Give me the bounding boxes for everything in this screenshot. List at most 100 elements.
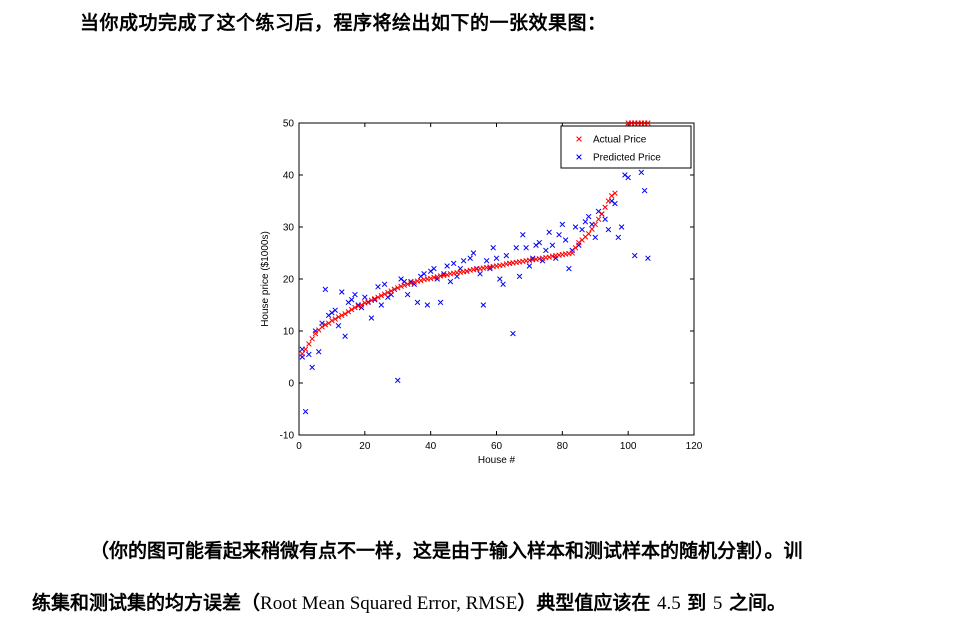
actual-price-point [408, 280, 414, 286]
predicted-price-point [381, 281, 388, 287]
actual-price-point [299, 351, 306, 357]
actual-price-point [365, 299, 371, 305]
predicted-price-point [375, 284, 381, 290]
predicted-price-point [497, 276, 503, 282]
legend-box [560, 125, 692, 169]
predicted-price-point [641, 187, 648, 194]
actual-price-point [645, 120, 651, 126]
actual-price-point [345, 309, 352, 315]
predicted-price-point [368, 315, 375, 321]
x-tick-label: 0 [296, 441, 302, 452]
x-tick-label: 80 [557, 441, 569, 452]
actual-price-point [500, 262, 506, 268]
predicted-price-point [335, 323, 342, 329]
actual-price-point [319, 324, 325, 330]
predicted-price-point [572, 224, 579, 230]
predicted-price-point [306, 351, 312, 358]
predicted-price-point [592, 234, 599, 241]
predicted-price-point [447, 278, 454, 285]
predicted-price-point [566, 265, 572, 272]
predicted-price-point [602, 216, 608, 222]
actual-price-point [322, 322, 329, 328]
predicted-price-point [352, 291, 358, 298]
actual-price-point [546, 254, 552, 260]
series-predicted [299, 169, 651, 415]
predicted-price-point [562, 237, 569, 243]
actual-price-point [362, 300, 368, 306]
predicted-price-point [477, 271, 483, 277]
x-tick-label: 100 [620, 441, 637, 452]
predicted-price-point [543, 247, 549, 254]
actual-price-point [434, 274, 441, 280]
actual-price-point [427, 275, 434, 282]
actual-price-point [329, 317, 335, 324]
actual-price-point [585, 231, 592, 237]
predicted-price-point [441, 271, 447, 277]
predicted-price-point [480, 302, 487, 308]
predicted-price-point [615, 234, 622, 241]
series-actual [299, 120, 651, 357]
predicted-price-point [500, 281, 506, 287]
actual-price-point [602, 204, 608, 210]
predicted-price-point [414, 299, 421, 306]
predicted-price-point [421, 271, 427, 277]
predicted-price-point [510, 330, 516, 337]
predicted-price-point [487, 265, 493, 272]
predicted-price-point [516, 273, 523, 280]
predicted-price-point [460, 258, 467, 264]
rmse-high-value: 5 [712, 593, 723, 614]
predicted-price-point [348, 297, 355, 303]
predicted-price-point [529, 255, 536, 261]
predicted-price-point [582, 219, 589, 225]
predicted-price-point [332, 307, 338, 313]
predicted-price-point [612, 200, 618, 207]
paragraph-line-2-pre: 练集和测试集的均方误差（ [32, 592, 261, 614]
predicted-price-point [536, 239, 543, 246]
x-axis-label: House # [478, 455, 516, 466]
actual-price-point [352, 304, 358, 311]
y-tick-label: 0 [288, 379, 294, 390]
legend-marker [576, 154, 582, 160]
actual-price-point [464, 268, 470, 274]
actual-price-point [381, 291, 388, 297]
paragraph-line-1: （你的图可能看起来稍微有点不一样，这是由于输入样本和测试样本的随机分割）。训 [90, 536, 803, 563]
actual-price-point [411, 279, 417, 285]
predicted-price-point [322, 286, 329, 293]
predicted-price-point [559, 221, 566, 228]
actual-price-point [355, 303, 362, 309]
legend-label: Predicted Price [593, 153, 661, 164]
predicted-price-point [362, 294, 368, 300]
y-tick-label: 30 [283, 223, 295, 234]
predicted-price-point [490, 245, 496, 251]
page-heading: 当你成功完成了这个练习后，程序将绘出如下的一张效果图： [80, 12, 607, 34]
paragraph-line-1-text: （你的图可能看起来稍微有点不一样，这是由于输入样本和测试样本的随机分割）。训 [90, 540, 803, 562]
predicted-price-point [645, 255, 651, 261]
legend-label: Actual Price [593, 135, 647, 146]
y-tick-label: 20 [283, 275, 295, 286]
predicted-price-point [526, 263, 533, 269]
predicted-price-point [493, 255, 500, 261]
actual-price-point [569, 250, 575, 256]
actual-price-point [348, 306, 355, 313]
predicted-price-point [483, 258, 490, 264]
predicted-price-point [638, 169, 645, 176]
actual-price-point [572, 245, 579, 251]
predicted-price-point [546, 229, 552, 235]
predicted-price-point [394, 377, 401, 384]
paragraph-line-2-mid2: 到 [680, 592, 713, 614]
actual-price-point [592, 221, 599, 228]
actual-price-point [342, 311, 348, 317]
actual-price-point [612, 190, 618, 196]
paragraph-line-2-post: 之间。 [722, 592, 787, 614]
actual-price-point [605, 198, 612, 204]
predicted-price-point [437, 299, 444, 306]
x-tick-label: 20 [359, 441, 371, 452]
predicted-price-point [339, 289, 345, 295]
predicted-price-point [618, 224, 625, 230]
rmse-low-value: 4.5 [656, 593, 681, 614]
actual-price-point [398, 283, 404, 290]
actual-price-point [595, 216, 602, 222]
scatter-figure: 0 20 40 60 80 100 120 -10 0 10 20 30 40 50 House # Hous… [250, 108, 720, 482]
actual-price-point [385, 289, 391, 296]
